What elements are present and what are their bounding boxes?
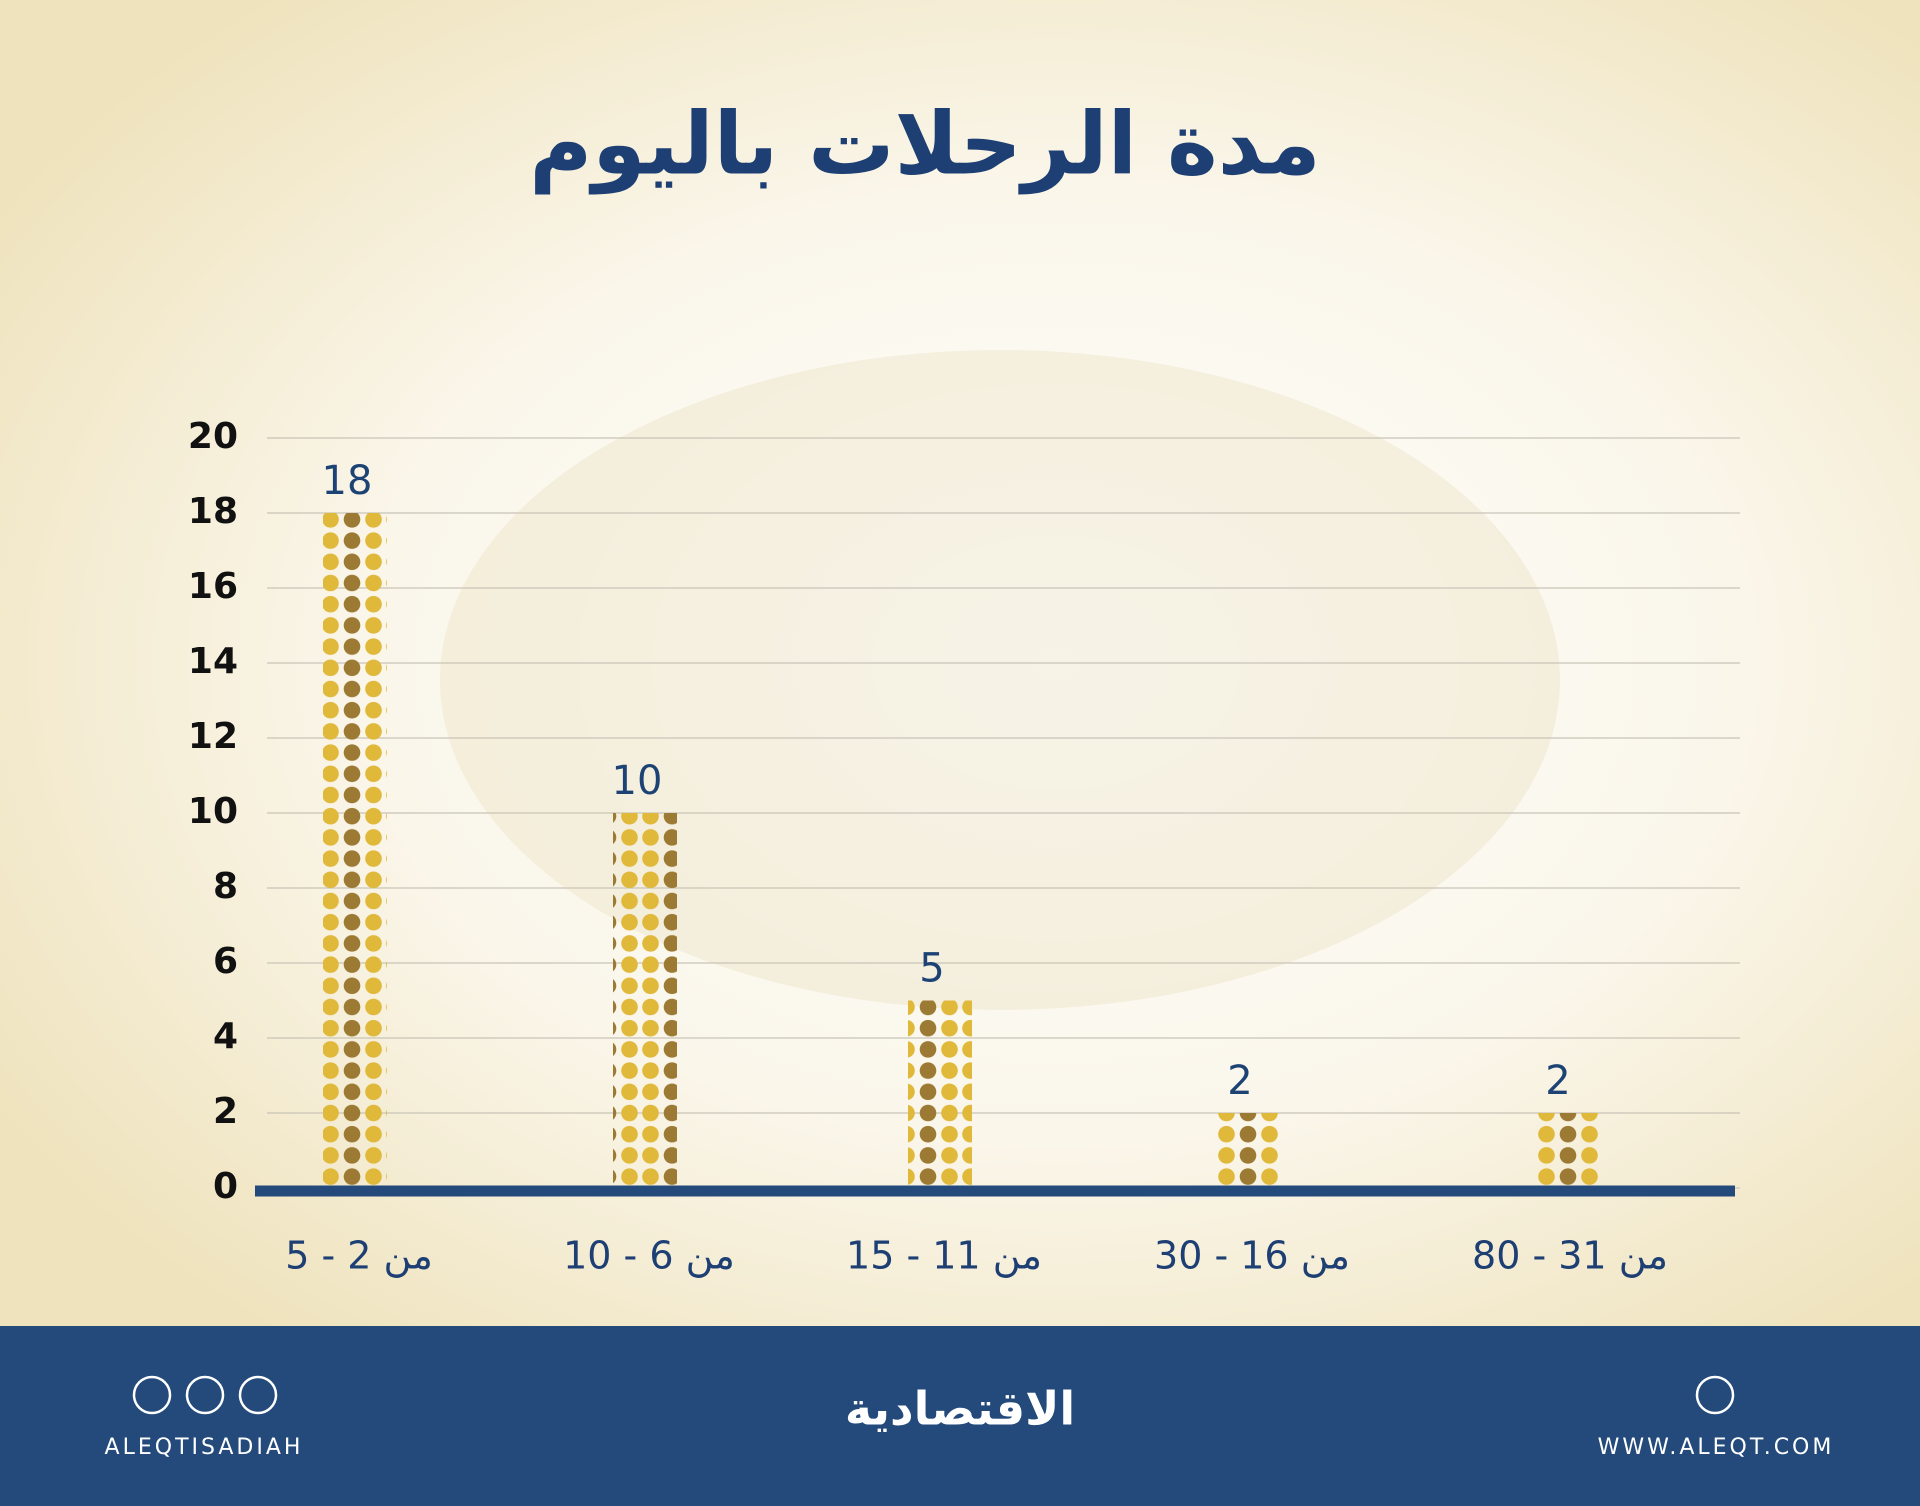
y-tick-label: 2 <box>213 1091 238 1132</box>
twitter-icon <box>238 1375 278 1415</box>
x-tick-label: من 31 - 80 <box>1472 1234 1668 1279</box>
instagram-icon <box>132 1375 172 1415</box>
y-tick-label: 0 <box>213 1166 238 1207</box>
y-tick-label: 6 <box>213 941 238 982</box>
y-tick-label: 18 <box>188 491 238 532</box>
web-icon <box>1695 1375 1735 1415</box>
y-tick-label: 12 <box>188 716 238 757</box>
value-label: 10 <box>612 758 663 804</box>
x-tick-label: من 2 - 5 <box>285 1234 433 1279</box>
plot: 0 2 4 6 8 10 12 14 16 18 20 18 من 2 - 5 10 من 6 - 10 5 م… <box>188 416 1740 1279</box>
social-icons <box>132 1375 1735 1415</box>
footer-band <box>0 1326 1920 1506</box>
footer-website: WWW.ALEQT.COM <box>1598 1435 1835 1460</box>
value-label: 18 <box>322 458 373 504</box>
value-label: 2 <box>1545 1058 1570 1104</box>
x-tick-label: من 16 - 30 <box>1154 1234 1350 1279</box>
bar <box>908 1000 972 1188</box>
y-tick-label: 10 <box>188 791 238 832</box>
chart-title: مدة الرحلات باليوم <box>529 94 1320 194</box>
y-tick-label: 4 <box>213 1016 238 1057</box>
y-tick-label: 20 <box>188 416 238 457</box>
bar <box>323 513 387 1188</box>
y-tick-label: 16 <box>188 566 238 607</box>
bar <box>1534 1113 1598 1188</box>
value-label: 5 <box>919 946 944 992</box>
x-tick-label: من 6 - 10 <box>563 1234 735 1279</box>
x-tick-label: من 11 - 15 <box>846 1234 1042 1279</box>
bar <box>613 813 677 1188</box>
value-label: 2 <box>1227 1058 1252 1104</box>
y-tick-label: 14 <box>188 641 238 682</box>
y-tick-label: 8 <box>213 866 238 907</box>
facebook-icon <box>185 1375 225 1415</box>
footer-handle: ALEQTISADIAH <box>105 1435 304 1460</box>
map-decoration <box>440 350 1560 1010</box>
bar <box>1216 1113 1280 1188</box>
footer-brand: الاقتصادية <box>845 1382 1075 1436</box>
